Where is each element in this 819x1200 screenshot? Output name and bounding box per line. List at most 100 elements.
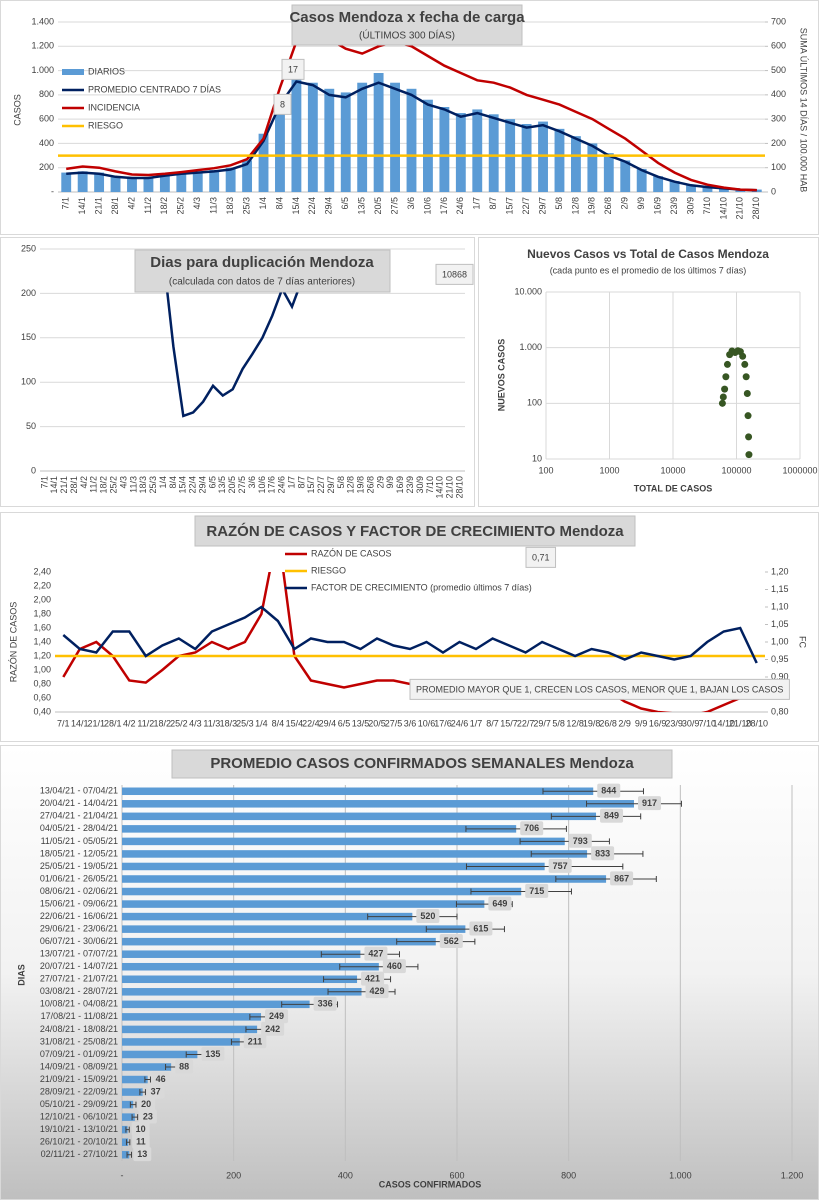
- y2-tick-label: 400: [771, 89, 786, 99]
- x-tick-label: 11/3: [128, 476, 138, 493]
- title-box: [194, 515, 636, 547]
- y2-tick-label: 300: [771, 114, 786, 124]
- x-tick-label: 4/2: [126, 197, 136, 210]
- annotation: 17: [288, 64, 298, 74]
- x-tick-label: 28/10: [745, 718, 768, 728]
- error-bar: [586, 800, 682, 807]
- chart-title: RAZÓN DE CASOS Y FACTOR DE CRECIMIENTO M…: [206, 522, 624, 540]
- x-tick-label: 26/8: [603, 197, 613, 215]
- chart-title: Dias para duplicación Mendoza: [150, 254, 374, 271]
- x-tick-label: 7/1: [39, 476, 49, 489]
- value-label: 429: [370, 986, 385, 996]
- chart-title: PROMEDIO CASOS CONFIRMADOS SEMANALES Men…: [210, 755, 634, 772]
- y-tick-label: 07/09/21 - 01/09/21: [40, 1049, 118, 1059]
- x-tick-label: 23/9: [665, 718, 683, 728]
- x-tick-label: 21/10: [445, 476, 455, 499]
- annotation-box: [273, 93, 292, 115]
- y-tick-label: 600: [39, 114, 54, 124]
- value-label: 10: [136, 1124, 146, 1134]
- value-label: 757: [553, 861, 568, 871]
- y2-tick-label: 0: [771, 186, 776, 196]
- value-label-box: [610, 871, 634, 886]
- y-tick-label: 11/05/21 - 05/05/21: [41, 836, 118, 846]
- x-tick-label: 10/6: [418, 718, 436, 728]
- bar: [122, 850, 588, 858]
- panel: - 200 400 600 800 1.000 1.200 13/04/21 - 07/04/…: [0, 745, 819, 1200]
- bar: [122, 875, 607, 883]
- bar: [122, 887, 522, 896]
- x-tick-label: 28/10: [751, 197, 761, 220]
- x-tick-label: 1.000: [669, 1170, 692, 1180]
- legend-label: RIESGO: [88, 120, 123, 130]
- x-tick-label: 10000: [660, 465, 685, 475]
- y-tick-label: 250: [21, 243, 36, 253]
- y-tick-label: 1.000: [519, 342, 542, 352]
- x-tick-label: 29/4: [324, 197, 334, 215]
- value-label: 249: [269, 1011, 284, 1021]
- x-tick-label: 25/2: [109, 476, 119, 494]
- value-label-box: [313, 996, 337, 1011]
- y-tick-label: 21/09/21 - 15/09/21: [40, 1074, 118, 1084]
- value-label-box: [265, 1009, 289, 1024]
- x-tick-label: 26/8: [365, 476, 375, 494]
- x-tick-label: 16/9: [395, 476, 405, 494]
- bar: [122, 800, 634, 808]
- x-tick-label: 22/7: [316, 476, 326, 494]
- x-tick-label: 9/9: [635, 718, 648, 728]
- x-tick-label: 16/9: [653, 197, 663, 215]
- bar: [192, 171, 203, 192]
- x-tick-label: 11/2: [143, 197, 153, 214]
- y-tick-label: 27/04/21 - 21/04/21: [40, 811, 118, 821]
- chart-subtitle: (ÚLTIMOS 300 DÍAS): [359, 29, 455, 42]
- y-tick-label: -: [51, 186, 54, 196]
- panel: 10 100 1.000 10.000 100 1000 10000 100000 100000…: [478, 237, 819, 507]
- legend-swatch: [62, 69, 84, 75]
- x-tick-label: 18/3: [138, 476, 148, 494]
- bar: [587, 143, 598, 192]
- x-tick-label: 24/6: [277, 476, 287, 494]
- error-bar: [139, 1089, 146, 1096]
- point: [722, 373, 730, 381]
- x-tick-label: 2/9: [618, 718, 631, 728]
- value-label-box: [591, 846, 615, 861]
- x-tick-label: 12/8: [346, 476, 356, 494]
- x-tick-label: 7/10: [698, 718, 716, 728]
- point: [742, 373, 750, 381]
- x-axis-label: TOTAL DE CASOS: [634, 483, 713, 493]
- y2-tick-label: 1,00: [771, 636, 789, 646]
- value-label-box: [600, 808, 624, 823]
- y-tick-label: 13/04/21 - 07/04/21: [40, 786, 118, 796]
- y2-axis-label: FC: [798, 636, 808, 648]
- value-label-box: [137, 1096, 156, 1111]
- point: [743, 390, 751, 398]
- x-tick-label: 4/2: [123, 718, 136, 728]
- value-label-box: [361, 971, 385, 986]
- bar: [291, 76, 302, 192]
- x-tick-label: 4/3: [189, 718, 202, 728]
- bar: [373, 73, 384, 192]
- y-tick-label: 28/09/21 - 22/09/21: [40, 1086, 118, 1096]
- y-tick-label: 100: [21, 377, 36, 387]
- bar: [653, 176, 664, 192]
- bar: [636, 168, 647, 192]
- legend-label: RIESGO: [311, 565, 346, 575]
- error-bar: [131, 1114, 139, 1121]
- error-bar: [542, 788, 644, 795]
- x-tick-label: 11/3: [203, 718, 220, 728]
- value-label-box: [138, 1109, 157, 1124]
- y-tick-label: 24/08/21 - 18/08/21: [40, 1024, 118, 1034]
- bar: [122, 925, 466, 933]
- chart-subtitle: (cada punto es el promedio de los último…: [550, 265, 747, 275]
- x-tick-label: 8/7: [296, 476, 306, 489]
- point: [741, 360, 749, 368]
- bar: [275, 94, 285, 192]
- x-tick-label: 8/4: [272, 718, 285, 728]
- chart-title: Casos Mendoza x fecha de carga: [289, 9, 525, 26]
- x-tick-label: 27/5: [237, 476, 247, 494]
- x-tick-label: 29/7: [326, 476, 336, 494]
- value-label: 427: [368, 949, 383, 959]
- panel: - 200 400 600 800 1.000 1.200 1.400 0 100 200 300 40…: [0, 0, 819, 235]
- y-tick-label: 1.000: [31, 65, 54, 75]
- bar: [521, 124, 532, 192]
- y-tick-label: 1,40: [33, 636, 51, 646]
